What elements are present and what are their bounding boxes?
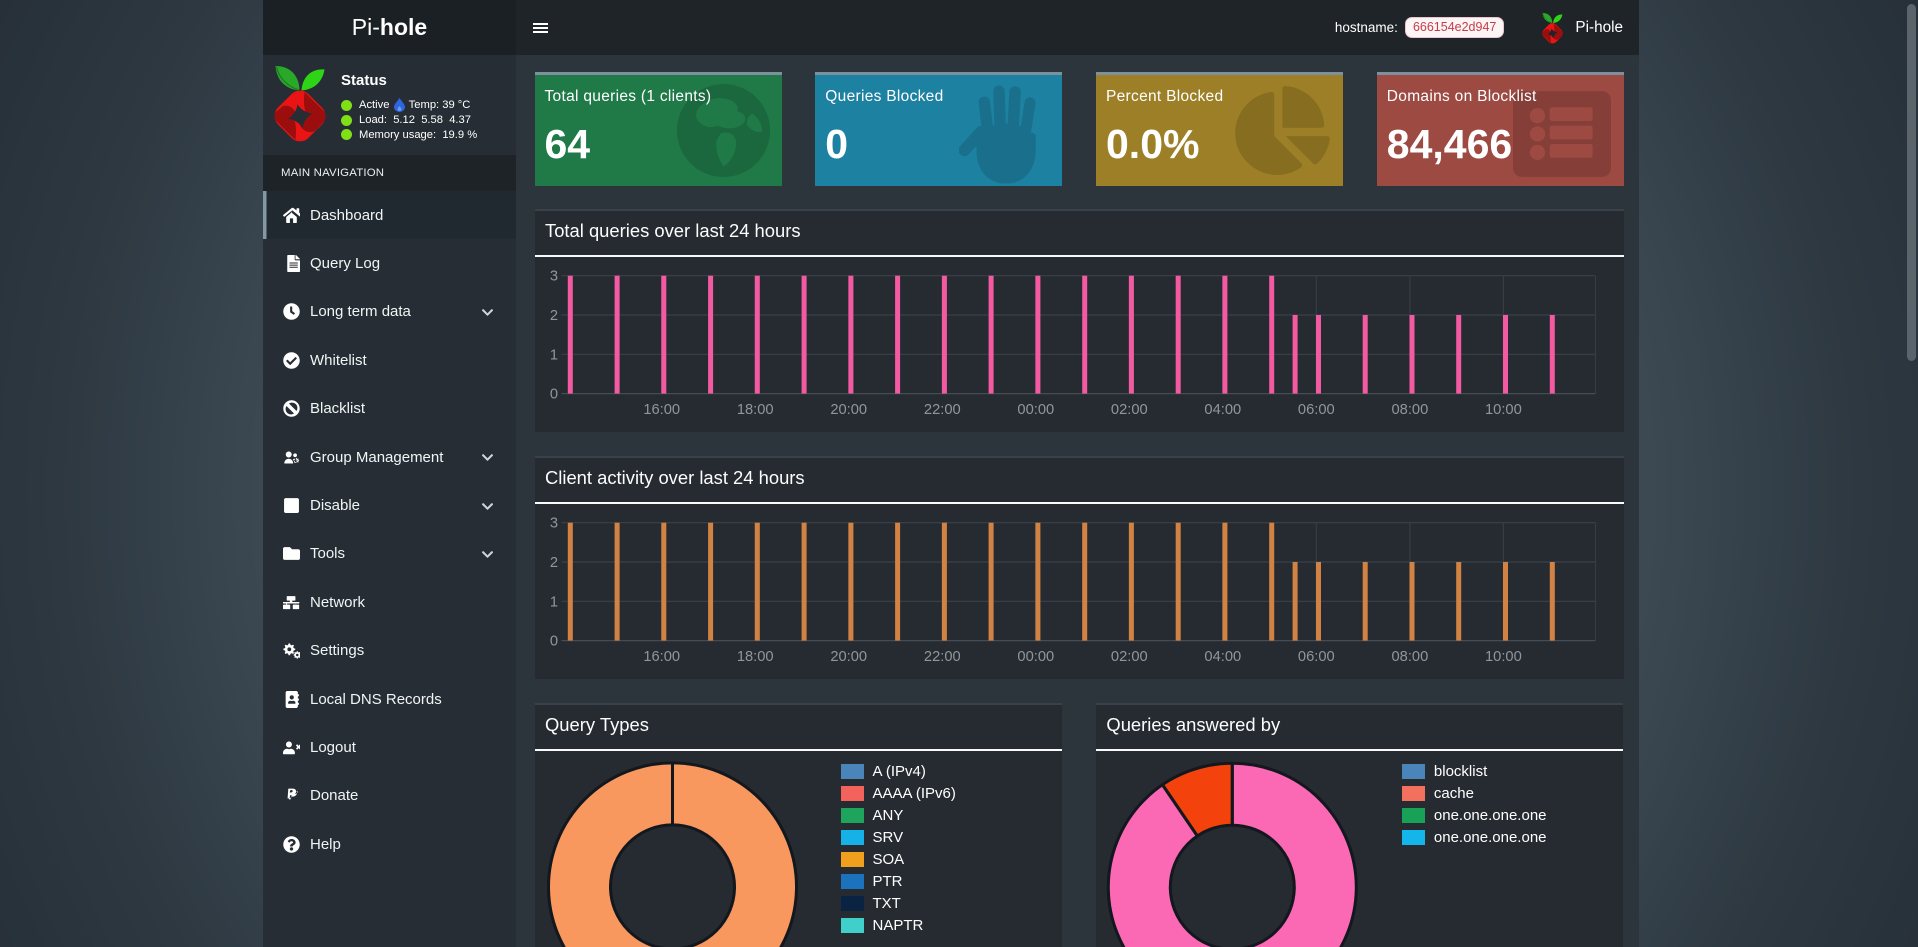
svg-text:0: 0 bbox=[549, 633, 557, 649]
svg-text:1: 1 bbox=[549, 594, 557, 610]
svg-text:2: 2 bbox=[549, 308, 557, 324]
svg-text:18:00: 18:00 bbox=[736, 402, 773, 418]
svg-text:02:00: 02:00 bbox=[1110, 649, 1147, 665]
svg-text:16:00: 16:00 bbox=[643, 649, 680, 665]
svg-text:04:00: 04:00 bbox=[1204, 402, 1241, 418]
svg-text:1: 1 bbox=[549, 347, 557, 363]
svg-text:2: 2 bbox=[549, 555, 557, 571]
svg-text:04:00: 04:00 bbox=[1204, 649, 1241, 665]
svg-text:02:00: 02:00 bbox=[1110, 402, 1147, 418]
svg-text:00:00: 00:00 bbox=[1017, 649, 1054, 665]
svg-text:10:00: 10:00 bbox=[1485, 649, 1522, 665]
svg-text:3: 3 bbox=[549, 515, 557, 531]
svg-text:3: 3 bbox=[549, 268, 557, 284]
svg-text:18:00: 18:00 bbox=[736, 649, 773, 665]
svg-text:20:00: 20:00 bbox=[830, 649, 867, 665]
svg-text:06:00: 06:00 bbox=[1297, 649, 1334, 665]
svg-text:22:00: 22:00 bbox=[923, 402, 960, 418]
svg-text:0: 0 bbox=[549, 386, 557, 402]
svg-text:08:00: 08:00 bbox=[1391, 649, 1428, 665]
svg-text:10:00: 10:00 bbox=[1485, 402, 1522, 418]
svg-text:20:00: 20:00 bbox=[830, 402, 867, 418]
svg-text:22:00: 22:00 bbox=[923, 649, 960, 665]
svg-text:06:00: 06:00 bbox=[1297, 402, 1334, 418]
svg-text:00:00: 00:00 bbox=[1017, 402, 1054, 418]
svg-text:16:00: 16:00 bbox=[643, 402, 680, 418]
svg-text:08:00: 08:00 bbox=[1391, 402, 1428, 418]
